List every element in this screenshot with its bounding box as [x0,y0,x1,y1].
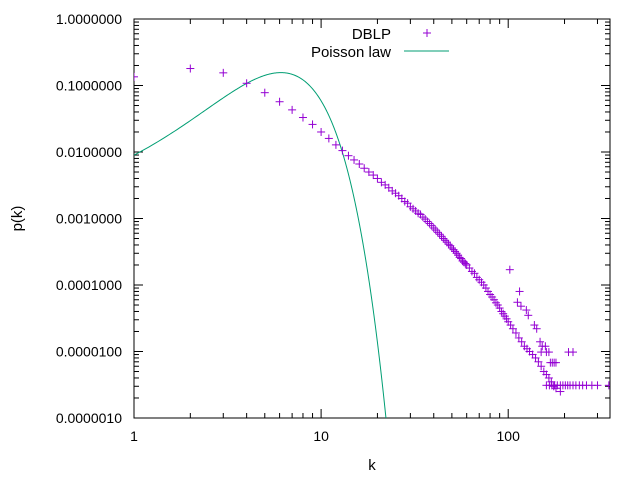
dblp-point [470,269,479,278]
y-axis: 0.0000010 0.0000100 0.0001000 0.0010000 0.01… [56,11,610,426]
x-axis: 1 10 100 [130,19,598,444]
dblp-point [515,287,524,296]
dblp-point [338,146,347,155]
dblp-point [425,219,434,228]
dblp-point [433,228,442,237]
x-tick-label: 100 [497,428,521,444]
dblp-point [242,79,251,88]
y-tick-label: 0.0001000 [56,277,122,293]
dblp-point [536,337,545,346]
y-tick-label: 0.0000100 [56,344,122,360]
dblp-point [364,168,373,177]
dblp-point [497,307,506,316]
dblp-point [505,265,514,274]
dblp-point [437,232,446,241]
dblp-point [431,226,440,235]
dblp-point [551,358,560,367]
dblp-point [275,97,284,106]
dblp-point [331,140,340,149]
dblp-point [524,311,533,320]
dblp-point [513,298,522,307]
dblp-point [439,234,448,243]
dblp-point [308,120,317,129]
dblp-point [481,284,490,293]
legend: DBLP Poisson law [311,26,449,61]
dblp-point [511,328,520,337]
dblp-point [569,348,578,357]
dblp-point [604,381,610,390]
dblp-point [593,381,602,390]
dblp-point [355,160,364,169]
poisson-law-line [134,72,387,418]
dblp-point [508,324,517,333]
dblp-point [134,72,138,81]
dblp-point [369,171,378,180]
dblp-point [429,223,438,232]
dblp-point [435,230,444,239]
dblp-point [344,151,353,160]
dblp-point [350,155,359,164]
dblp-point [260,88,269,97]
dblp-point [442,238,451,247]
dblp-point [534,357,543,366]
y-tick-label: 0.0000010 [56,410,122,426]
dblp-point [360,164,369,173]
x-axis-label: k [368,457,376,474]
y-tick-label: 0.0100000 [56,144,122,160]
dblp-point [186,64,195,73]
dblp-point [532,324,541,333]
dblp-point [461,259,470,268]
dblp-point [317,127,326,136]
dblp-point [324,134,333,143]
y-tick-label: 0.1000000 [56,78,122,94]
dblp-point [522,306,531,315]
x-tick-label: 1 [130,428,138,444]
x-tick-label: 10 [313,428,329,444]
dblp-point [537,362,546,371]
dblp-point [447,244,456,253]
dblp-point [541,342,550,351]
dblp-point [441,236,450,245]
dblp-point [542,348,551,357]
y-tick-label: 1.0000000 [56,11,122,27]
series-layer [134,64,610,418]
legend-label-dblp: DBLP [352,26,391,43]
dblp-point [298,113,307,122]
dblp-point [219,68,228,77]
dblp-point [373,174,382,183]
dblp-point [495,304,504,313]
y-axis-label: p(k) [9,206,26,232]
legend-label-poisson-law: Poisson law [311,44,391,61]
dblp-point [516,302,525,311]
legend-marker-dblp [423,29,431,37]
dblp-point [444,240,453,249]
dblp-point [452,249,461,258]
dblp-point [288,105,297,114]
dblp-point [517,337,526,346]
y-tick-label: 0.0010000 [56,211,122,227]
legend-plus-marker [423,29,431,37]
